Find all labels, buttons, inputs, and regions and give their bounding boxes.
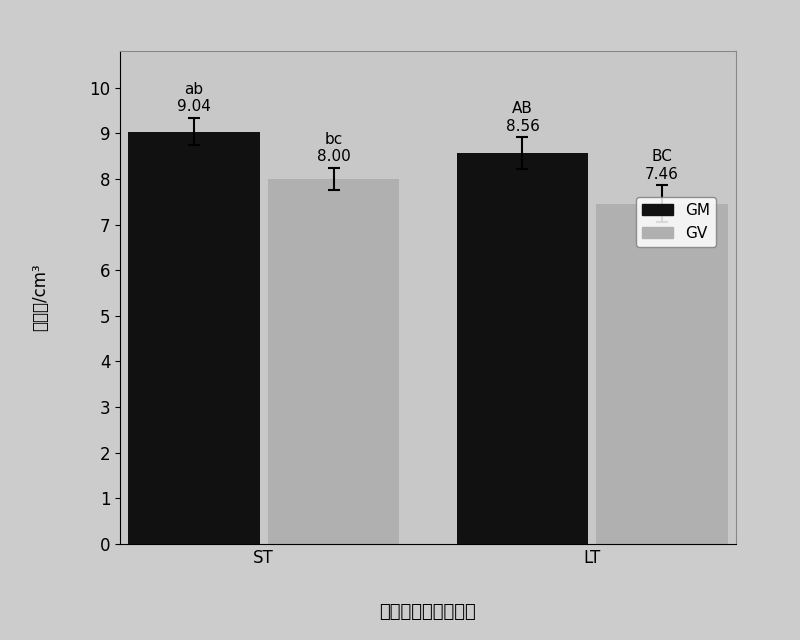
Text: 8.00: 8.00: [317, 149, 350, 164]
Bar: [457, 154, 588, 544]
Bar: [268, 179, 399, 544]
Text: 叶面积/cm³: 叶面积/cm³: [31, 264, 49, 332]
Text: 8.56: 8.56: [506, 119, 539, 134]
Text: BC: BC: [652, 149, 673, 164]
Text: bc: bc: [325, 132, 342, 147]
Legend: GM, GV: GM, GV: [636, 197, 716, 246]
Text: 9.04: 9.04: [177, 99, 211, 114]
Bar: [128, 131, 260, 544]
Text: AB: AB: [512, 102, 533, 116]
Bar: [596, 204, 728, 544]
Text: 一年生三七苗叶面积: 一年生三七苗叶面积: [380, 603, 476, 621]
Text: ab: ab: [184, 82, 203, 97]
Text: 7.46: 7.46: [645, 166, 679, 182]
